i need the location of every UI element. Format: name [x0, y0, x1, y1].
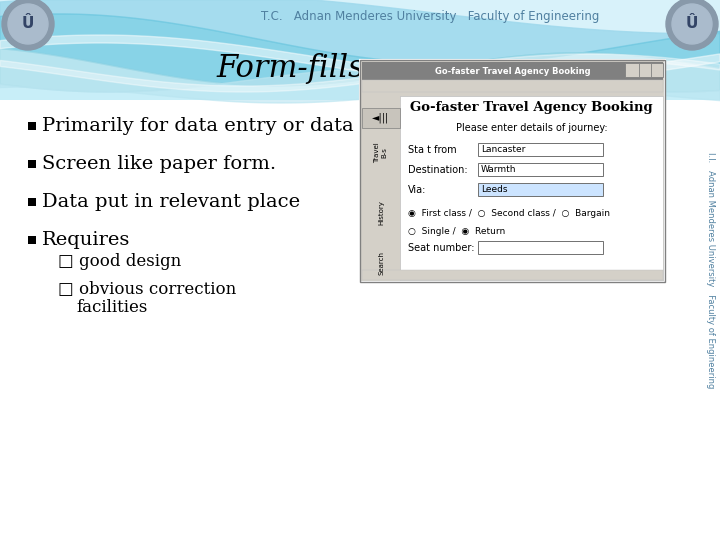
Text: □ obvious correction: □ obvious correction [58, 280, 236, 298]
Text: Search: Search [378, 251, 384, 275]
Bar [362, 62, 663, 80]
Text: □ good design: □ good design [58, 253, 181, 269]
Bar [362, 80, 663, 92]
Bar [0, 100, 720, 540]
Bar [362, 94, 400, 280]
Bar [400, 96, 663, 280]
Bar [360, 60, 665, 282]
Bar [362, 108, 400, 128]
Bar [478, 143, 603, 156]
Text: Screen like paper form.: Screen like paper form. [42, 155, 276, 173]
Text: Form-fills: Form-fills [216, 52, 364, 84]
Text: facilities: facilities [76, 299, 148, 315]
Text: T.C.   Adnan Menderes University   Faculty of Engineering: T.C. Adnan Menderes University Faculty o… [261, 10, 599, 23]
Text: Requires: Requires [42, 231, 130, 249]
Bar [478, 241, 603, 254]
Bar [28, 160, 36, 168]
Circle shape [666, 0, 718, 50]
Text: ○  Single /  ◉  Return: ○ Single / ◉ Return [408, 226, 505, 235]
Text: Via:: Via: [408, 185, 426, 195]
Text: Data put in relevant place: Data put in relevant place [42, 193, 300, 211]
Text: Primarily for data entry or data retrieval: Primarily for data entry or data retriev… [42, 117, 444, 135]
Text: Seat number:: Seat number: [408, 243, 474, 253]
Bar [28, 236, 36, 244]
Circle shape [672, 4, 712, 44]
Text: ◄|||: ◄||| [372, 113, 390, 123]
Bar [28, 122, 36, 130]
Circle shape [8, 4, 48, 44]
Text: Travel
B-s: Travel B-s [374, 143, 387, 164]
Bar [28, 198, 36, 206]
Bar [478, 183, 603, 196]
Text: Please enter details of journey:: Please enter details of journey: [456, 123, 607, 133]
Text: Destination:: Destination: [408, 165, 467, 175]
Text: Go-faster Travel Agency Booking: Go-faster Travel Agency Booking [435, 66, 590, 76]
Bar [360, 60, 665, 282]
Bar [649, 63, 663, 77]
Text: Û: Û [686, 17, 698, 31]
Text: I.I.   Adnan Menderes University   Faculty of Engineering: I.I. Adnan Menderes University Faculty o… [706, 152, 716, 388]
Text: Leeds: Leeds [481, 186, 508, 194]
Text: Warmth: Warmth [481, 165, 516, 174]
Circle shape [2, 0, 54, 50]
Text: ◉  First class /  ○  Second class /  ○  Bargain: ◉ First class / ○ Second class / ○ Barga… [408, 210, 610, 219]
Bar [478, 163, 603, 176]
Bar [637, 63, 651, 77]
Text: Lancaster: Lancaster [481, 145, 526, 154]
Bar [0, 0, 720, 100]
Text: Sta t from: Sta t from [408, 145, 456, 155]
Bar [362, 270, 663, 280]
Text: Go-faster Travel Agency Booking: Go-faster Travel Agency Booking [410, 102, 653, 114]
Text: History: History [378, 200, 384, 225]
Text: Û: Û [22, 17, 34, 31]
Bar [625, 63, 639, 77]
